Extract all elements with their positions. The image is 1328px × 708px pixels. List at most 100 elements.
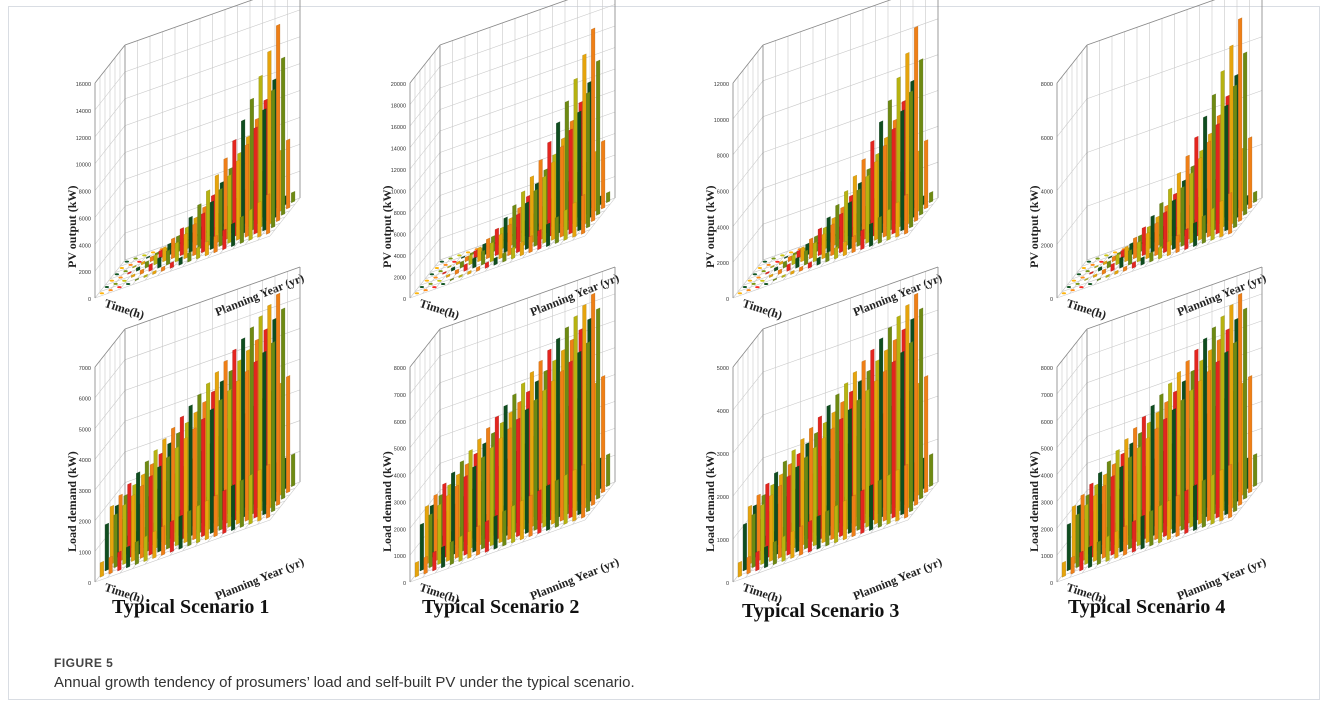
bar-mark bbox=[904, 463, 909, 519]
bar-mark bbox=[519, 499, 524, 541]
bar-top bbox=[865, 174, 871, 177]
bar-mark bbox=[1206, 370, 1211, 522]
bar-top bbox=[460, 459, 466, 463]
grid-line bbox=[409, 436, 441, 475]
figure-frame bbox=[8, 6, 1320, 700]
bar-mark bbox=[276, 292, 281, 506]
bar-mark bbox=[865, 175, 870, 244]
bar-top bbox=[795, 465, 801, 468]
bar-top bbox=[547, 140, 553, 143]
bar-mark bbox=[1248, 375, 1253, 494]
y-tick-labels: 0 1000 2000 3000 4000 5000 6000 7000 8000 bbox=[1041, 366, 1053, 587]
scenario-title-4: Typical Scenario 4 bbox=[1068, 596, 1226, 618]
bar-mark bbox=[874, 160, 879, 241]
bar-mark bbox=[777, 484, 782, 559]
grid-line bbox=[409, 259, 441, 299]
bar-mark bbox=[143, 535, 148, 563]
bar-mark bbox=[446, 494, 451, 562]
bar-mark bbox=[1111, 255, 1116, 263]
bar-mark bbox=[468, 254, 473, 266]
bar-top bbox=[874, 160, 880, 163]
load-4-chart: 0 1000 2000 3000 4000 5000 6000 7000 8000 bbox=[1041, 266, 1263, 587]
bar-mark bbox=[114, 273, 120, 276]
bar-mark bbox=[895, 201, 900, 238]
grid-line bbox=[732, 259, 764, 299]
bar-mark bbox=[266, 193, 271, 235]
bar-top bbox=[826, 216, 832, 219]
bar-top bbox=[286, 374, 292, 378]
bar-top bbox=[493, 514, 499, 517]
bar-mark bbox=[281, 56, 286, 216]
grid-line bbox=[1081, 250, 1113, 290]
bar-mark bbox=[1084, 503, 1089, 565]
bar-top bbox=[1124, 437, 1130, 440]
y-tick-label: 3000 bbox=[79, 489, 91, 495]
bar-top bbox=[210, 200, 216, 203]
bar-mark bbox=[807, 520, 812, 553]
y-tick-label: 6000 bbox=[717, 190, 729, 196]
bar-top bbox=[178, 514, 184, 517]
bar-mark bbox=[1141, 226, 1146, 257]
bar-top bbox=[166, 249, 172, 252]
bar-mark bbox=[1215, 360, 1220, 519]
grid-line bbox=[1231, 481, 1263, 521]
bar-top bbox=[477, 437, 483, 440]
bar-top bbox=[883, 369, 889, 372]
bar-top bbox=[187, 509, 193, 512]
bar-top bbox=[883, 144, 889, 147]
bar-mark bbox=[472, 465, 477, 553]
bar-top bbox=[1228, 463, 1234, 466]
y-tick-label: 4000 bbox=[394, 474, 406, 480]
bar-mark bbox=[1238, 17, 1243, 222]
bar-mark bbox=[104, 285, 110, 288]
bar-top bbox=[520, 240, 526, 243]
bar-top bbox=[490, 446, 496, 449]
bar-mark bbox=[128, 263, 133, 266]
pv-1-panel: 0 2000 4000 6000 8000 10000 12000 14000 16000 PV … bbox=[30, 0, 350, 330]
bar-top bbox=[572, 468, 578, 471]
bar-top bbox=[546, 483, 552, 487]
bar-top bbox=[919, 307, 925, 310]
bar-top bbox=[542, 175, 548, 178]
bar-top bbox=[555, 215, 561, 218]
bar-mark bbox=[262, 350, 267, 516]
grid-line bbox=[732, 188, 764, 227]
y-tick-label: 10000 bbox=[714, 118, 729, 124]
bar-top bbox=[110, 504, 116, 507]
bar-top bbox=[1184, 227, 1190, 231]
bar-top bbox=[1084, 503, 1090, 506]
bar-top bbox=[808, 519, 814, 522]
grid-line bbox=[409, 355, 441, 395]
bar-mark bbox=[764, 545, 769, 569]
bar-top bbox=[869, 222, 875, 225]
bar-top bbox=[809, 426, 815, 429]
bar-mark bbox=[842, 499, 847, 541]
load-1-panel: 0 1000 2000 3000 4000 5000 6000 7000 Load demand… bbox=[30, 266, 350, 614]
bar-mark bbox=[452, 260, 457, 263]
bar-mark bbox=[248, 474, 253, 525]
bar-top bbox=[1180, 185, 1186, 189]
bar-mark bbox=[174, 241, 179, 263]
bar-top bbox=[223, 157, 229, 160]
bar-top bbox=[468, 253, 474, 256]
bar-mark bbox=[1114, 269, 1119, 275]
bar-top bbox=[555, 478, 561, 481]
bar-top bbox=[530, 175, 536, 178]
y-tick-label: 1000 bbox=[79, 550, 91, 556]
bar-mark bbox=[1105, 274, 1110, 279]
bar-mark bbox=[1133, 236, 1138, 260]
bar-top bbox=[582, 303, 588, 306]
bar-mark bbox=[1061, 561, 1066, 578]
y-tick-label: 8000 bbox=[79, 190, 91, 196]
bar-mark bbox=[1233, 84, 1238, 229]
bar-top bbox=[1243, 307, 1249, 310]
y-tick-label: 10000 bbox=[76, 163, 91, 169]
bar-mark bbox=[428, 513, 433, 569]
grid-line bbox=[422, 255, 453, 294]
bar-mark bbox=[1098, 266, 1103, 272]
bar-top bbox=[1210, 207, 1216, 210]
bar-top bbox=[525, 201, 531, 204]
bar-top bbox=[1219, 468, 1225, 471]
bar-mark bbox=[542, 389, 547, 528]
bar-mark bbox=[507, 427, 512, 541]
